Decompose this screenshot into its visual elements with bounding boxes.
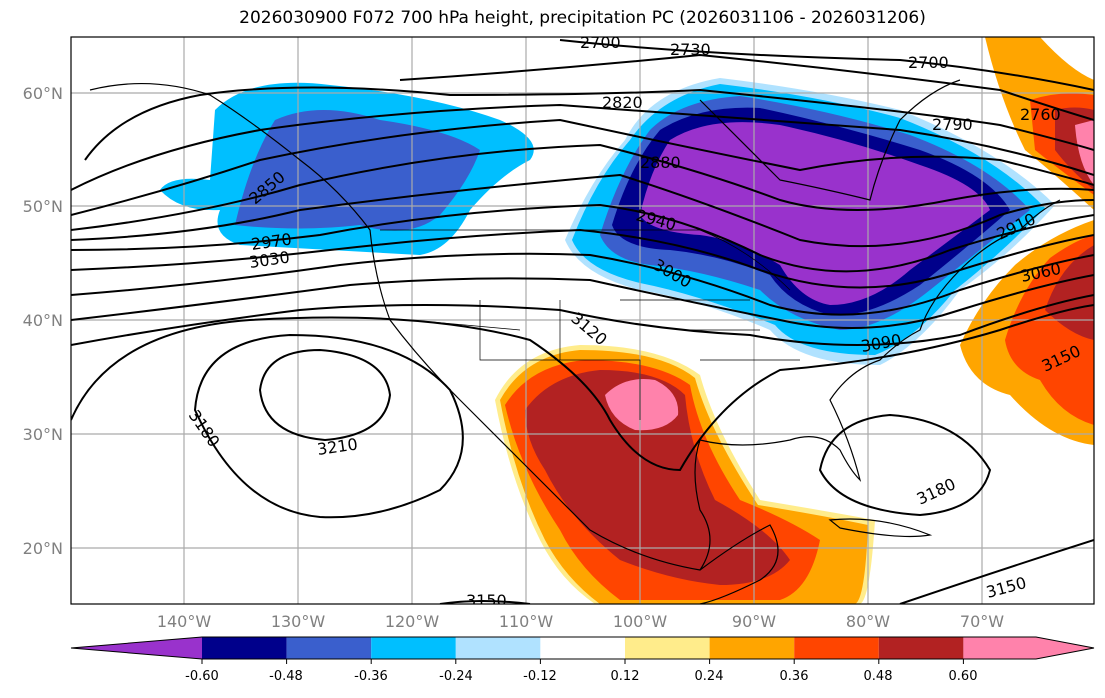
colorbar-tick-label: 0.48 bbox=[864, 669, 893, 684]
lon-tick-label: 90°W bbox=[732, 612, 776, 631]
lon-tick-label: 70°W bbox=[960, 612, 1004, 631]
contour-label: 2820 bbox=[602, 93, 643, 112]
contour-label: 2730 bbox=[670, 40, 711, 59]
colorbar-tick-label: 0.36 bbox=[780, 669, 809, 684]
contour-label: 2760 bbox=[1020, 105, 1061, 124]
lon-ticks: 140°W 130°W 120°W 110°W 100°W 90°W 80°W … bbox=[157, 612, 1004, 631]
colorbar-swatch bbox=[202, 637, 287, 659]
lat-tick-label: 30°N bbox=[23, 425, 63, 444]
contour-label: 2880 bbox=[640, 153, 681, 172]
height-contours bbox=[71, 39, 1094, 604]
colorbar-swatch bbox=[371, 637, 456, 659]
colorbar bbox=[70, 636, 1095, 664]
contour-label: 3180 bbox=[185, 406, 224, 450]
precip-ne-pink bbox=[1075, 120, 1094, 185]
coastline-cuba bbox=[828, 518, 933, 538]
colorbar-swatch bbox=[794, 637, 879, 659]
contour-label: 2700 bbox=[580, 33, 621, 52]
lat-tick-label: 20°N bbox=[23, 539, 63, 558]
colorbar-swatch bbox=[625, 637, 710, 659]
colorbar-tick-label: -0.48 bbox=[269, 669, 303, 684]
colorbar-swatch bbox=[709, 637, 795, 659]
colorbar-swatch bbox=[540, 637, 625, 659]
contour-label: 2790 bbox=[932, 115, 973, 134]
colorbar-tick-label: -0.24 bbox=[439, 669, 473, 684]
contour-label: 3210 bbox=[316, 434, 359, 458]
colorbar-tick-label: 0.12 bbox=[611, 669, 640, 684]
coastline bbox=[89, 82, 1061, 571]
colorbar-ticks: -0.60 -0.48 -0.36 -0.24 -0.12 0.12 0.24 … bbox=[185, 669, 977, 684]
lat-tick-label: 40°N bbox=[23, 311, 63, 330]
lon-tick-label: 130°W bbox=[271, 612, 326, 631]
colorbar-swatch bbox=[455, 637, 541, 659]
colorbar-tick-label: -0.12 bbox=[523, 669, 557, 684]
precip-west-blue bbox=[235, 110, 480, 231]
coastline-yucatan bbox=[699, 524, 779, 604]
colorbar-tick-label: -0.36 bbox=[354, 669, 388, 684]
contour-label: 3150 bbox=[466, 591, 507, 610]
map-frame bbox=[70, 36, 1095, 605]
lon-tick-label: 140°W bbox=[157, 612, 212, 631]
colorbar-tick-label: 0.24 bbox=[695, 669, 724, 684]
contour-label: 3180 bbox=[914, 474, 959, 508]
lon-tick-label: 100°W bbox=[613, 612, 668, 631]
figure-title: 2026030900 F072 700 hPa height, precipit… bbox=[239, 8, 926, 28]
colorbar-swatch bbox=[286, 637, 372, 659]
lon-tick-label: 110°W bbox=[499, 612, 554, 631]
colorbar-tick-label: 0.60 bbox=[949, 669, 978, 684]
precip-atlantic-darkred bbox=[1045, 245, 1094, 340]
lon-tick-label: 80°W bbox=[846, 612, 890, 631]
lat-tick-label: 60°N bbox=[23, 84, 63, 103]
colorbar-tick-label: -0.60 bbox=[185, 669, 219, 684]
colorbar-swatch bbox=[963, 637, 1094, 659]
lat-tick-label: 50°N bbox=[23, 197, 63, 216]
contour-label: 2700 bbox=[908, 53, 949, 72]
colorbar-swatch bbox=[71, 637, 202, 659]
precip-mexico-pink bbox=[605, 379, 679, 431]
contour-label: 3120 bbox=[567, 309, 610, 350]
lat-ticks: 60°N 50°N 40°N 30°N 20°N bbox=[23, 84, 63, 558]
lon-tick-label: 120°W bbox=[385, 612, 440, 631]
contour-label: 3150 bbox=[984, 573, 1028, 602]
colorbar-swatch bbox=[878, 637, 964, 659]
coastline-hudson bbox=[699, 79, 961, 201]
precip-east-purple bbox=[640, 122, 990, 305]
